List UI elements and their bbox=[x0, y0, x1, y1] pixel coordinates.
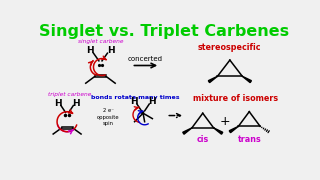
Text: H: H bbox=[73, 99, 80, 108]
Text: stereospecific: stereospecific bbox=[198, 42, 262, 51]
Polygon shape bbox=[214, 128, 223, 134]
Text: mixture of isomers: mixture of isomers bbox=[193, 94, 278, 103]
Text: +: + bbox=[219, 115, 230, 128]
Text: triplet carbene: triplet carbene bbox=[48, 92, 91, 97]
Text: bonds rotate many times: bonds rotate many times bbox=[91, 94, 180, 100]
Text: trans: trans bbox=[237, 135, 261, 144]
Polygon shape bbox=[242, 76, 252, 83]
Text: H: H bbox=[54, 99, 62, 108]
Text: H: H bbox=[107, 46, 114, 55]
Text: concerted: concerted bbox=[128, 56, 163, 62]
Polygon shape bbox=[208, 76, 218, 83]
Text: H: H bbox=[87, 46, 94, 55]
Text: Singlet vs. Triplet Carbenes: Singlet vs. Triplet Carbenes bbox=[39, 24, 289, 39]
Text: cis: cis bbox=[196, 135, 209, 144]
Text: H: H bbox=[130, 97, 138, 106]
Text: 2 e⁻
opposite
spin: 2 e⁻ opposite spin bbox=[97, 108, 119, 126]
Polygon shape bbox=[183, 128, 192, 134]
Text: singlet carbene: singlet carbene bbox=[78, 39, 123, 44]
Polygon shape bbox=[229, 126, 238, 133]
Text: H: H bbox=[148, 97, 156, 106]
